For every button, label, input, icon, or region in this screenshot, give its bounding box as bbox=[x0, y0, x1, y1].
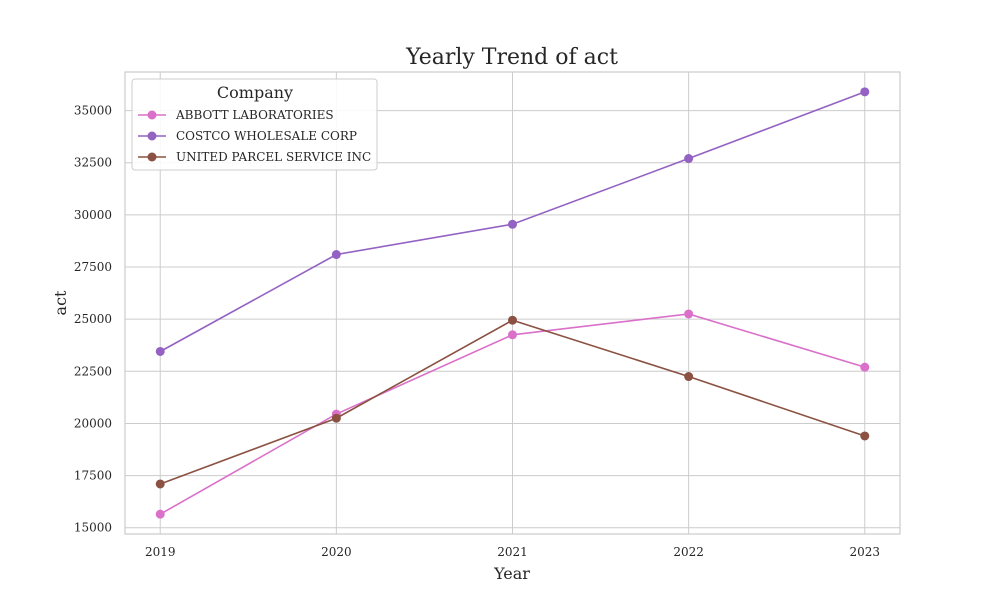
y-tick-label: 35000 bbox=[74, 104, 112, 118]
data-point bbox=[860, 87, 870, 97]
data-point bbox=[508, 330, 517, 340]
x-tick-label: 2020 bbox=[321, 545, 352, 559]
y-tick-label: 22500 bbox=[74, 364, 112, 378]
data-point bbox=[331, 250, 341, 260]
data-point bbox=[508, 219, 517, 229]
legend-box bbox=[131, 78, 378, 171]
y-tick-label: 17500 bbox=[74, 469, 112, 483]
x-tick-label: 2021 bbox=[497, 545, 528, 559]
y-tick-label: 15000 bbox=[74, 521, 112, 535]
legend-marker bbox=[147, 110, 157, 120]
data-point bbox=[155, 509, 165, 519]
data-point bbox=[684, 309, 694, 319]
x-tick-label: 2022 bbox=[673, 545, 704, 559]
data-point bbox=[331, 413, 341, 423]
legend-marker bbox=[147, 131, 157, 141]
legend-label: UNITED PARCEL SERVICE INC bbox=[176, 150, 371, 164]
legend-entry: ABBOTT LABORATORIES bbox=[138, 108, 334, 122]
legend-entry: UNITED PARCEL SERVICE INC bbox=[138, 150, 371, 164]
data-point bbox=[155, 346, 165, 356]
data-point bbox=[684, 154, 694, 164]
legend-entry: COSTCO WHOLESALE CORP bbox=[138, 129, 357, 143]
legend: Company ABBOTT LABORATORIES COSTCO WHOLES… bbox=[131, 78, 378, 171]
data-point bbox=[860, 431, 870, 441]
data-point bbox=[860, 362, 870, 372]
legend-label: COSTCO WHOLESALE CORP bbox=[176, 129, 357, 143]
y-tick-label: 27500 bbox=[74, 260, 112, 274]
data-point bbox=[155, 479, 165, 489]
legend-label: ABBOTT LABORATORIES bbox=[175, 108, 334, 122]
x-axis-label: Year bbox=[493, 564, 530, 583]
x-tick-label: 2023 bbox=[849, 545, 880, 559]
y-axis-label: act bbox=[51, 290, 70, 316]
legend-entries: ABBOTT LABORATORIES COSTCO WHOLESALE CORP… bbox=[138, 108, 371, 164]
y-tick-label: 20000 bbox=[74, 416, 112, 430]
data-point bbox=[684, 372, 694, 382]
plot-frame bbox=[124, 71, 901, 535]
legend-marker bbox=[147, 152, 157, 162]
tick-labels: 15000 17500 20000 22500 25000 27500 30000 32500… bbox=[74, 104, 880, 559]
legend-title: Company bbox=[217, 83, 293, 102]
x-tick-label: 2019 bbox=[145, 545, 176, 559]
y-tick-label: 32500 bbox=[74, 156, 112, 170]
series-1 bbox=[155, 87, 870, 356]
chart-title: Yearly Trend of act bbox=[405, 45, 618, 70]
series-2 bbox=[155, 315, 870, 489]
series-layer bbox=[155, 87, 870, 519]
y-tick-label: 25000 bbox=[74, 312, 112, 326]
y-tick-label: 30000 bbox=[74, 208, 112, 222]
data-point bbox=[508, 315, 517, 325]
